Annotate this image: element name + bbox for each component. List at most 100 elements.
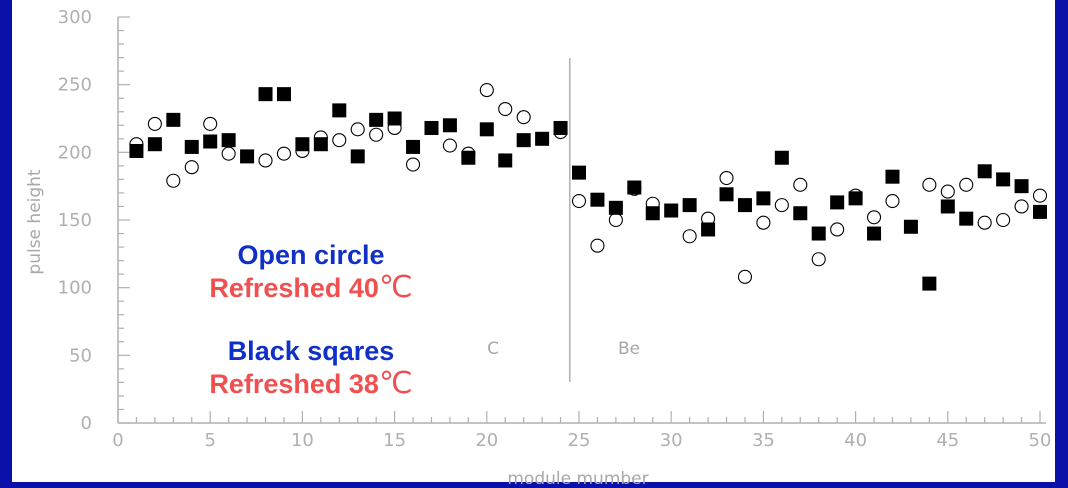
open-circle-point xyxy=(940,184,955,199)
filled-square-point xyxy=(498,153,513,168)
filled-square-point xyxy=(1033,204,1047,219)
filled-square-point xyxy=(811,226,826,241)
open-circle-point xyxy=(977,215,992,230)
filled-square-point xyxy=(682,198,697,213)
open-circle-point xyxy=(369,127,384,142)
x-axis-label: module mumber xyxy=(507,469,648,488)
filled-square-point xyxy=(645,206,660,221)
open-circle-point xyxy=(498,101,513,117)
open-circle-point xyxy=(405,157,421,172)
black-square-temp-text: Refreshed 38 xyxy=(209,369,379,399)
filled-square-point xyxy=(479,122,494,137)
filled-square-point xyxy=(350,149,365,164)
filled-square-point xyxy=(627,180,642,195)
x-tick-label: 5 xyxy=(204,430,215,451)
filled-square-point xyxy=(959,211,974,226)
open-circle-point xyxy=(276,146,292,161)
filled-square-point xyxy=(793,206,808,221)
filled-square-point xyxy=(442,118,457,133)
filled-square-point xyxy=(590,192,605,207)
x-tick-label: 50 xyxy=(1029,430,1052,451)
open-circle-point xyxy=(203,116,218,131)
filled-square-point xyxy=(774,150,789,165)
filled-square-point xyxy=(701,222,716,237)
open-circle-point xyxy=(996,212,1011,228)
x-tick-label: 25 xyxy=(568,430,591,451)
filled-square-point xyxy=(406,139,421,154)
open-circle-point xyxy=(590,238,605,253)
y-tick-label: 250 xyxy=(58,75,92,96)
open-circle-point xyxy=(866,210,882,225)
open-circle-point xyxy=(737,269,753,284)
x-tick-label: 15 xyxy=(383,430,406,451)
filled-square-point xyxy=(240,149,255,164)
open-circle-point xyxy=(719,170,734,186)
filled-square-point xyxy=(461,150,476,165)
open-circle-point xyxy=(258,153,273,168)
filled-square-point xyxy=(977,164,992,179)
open-circle-label: Open circle xyxy=(237,240,385,270)
filled-square-point xyxy=(737,198,752,213)
filled-square-point xyxy=(387,111,402,126)
filled-square-point xyxy=(830,195,845,210)
filled-square-point xyxy=(885,169,900,184)
filled-square-point xyxy=(313,137,328,152)
filled-square-point xyxy=(184,139,199,154)
y-tick-label: 100 xyxy=(58,278,92,299)
x-tick-label: 10 xyxy=(291,430,314,451)
filled-square-point xyxy=(608,200,623,215)
filled-square-point xyxy=(922,276,937,291)
filled-square-point xyxy=(996,172,1011,187)
x-tick-label: 30 xyxy=(660,430,683,451)
open-circle-point xyxy=(756,215,771,230)
filled-square-point xyxy=(203,134,218,149)
open-circle-point xyxy=(147,116,162,131)
open-circle-point xyxy=(1032,188,1048,203)
filled-square-point xyxy=(867,226,882,241)
filled-square-point xyxy=(516,133,531,148)
plot-panel xyxy=(12,0,1055,482)
x-tick-label: 20 xyxy=(475,430,498,451)
open-circle-point xyxy=(922,177,937,192)
filled-square-point xyxy=(848,191,863,206)
filled-square-point xyxy=(1014,179,1029,194)
filled-square-point xyxy=(535,131,550,146)
region-label-be: Be xyxy=(618,339,640,359)
y-axis-label: pulse height xyxy=(25,169,45,275)
open-circle-point xyxy=(479,83,494,98)
filled-square-point xyxy=(221,133,236,148)
y-tick-label: 150 xyxy=(58,210,92,231)
open-circle-point xyxy=(793,177,808,192)
filled-square-point xyxy=(129,143,144,158)
filled-square-point xyxy=(166,112,181,127)
filled-square-point xyxy=(258,87,273,102)
open-circle-point xyxy=(959,177,974,192)
open-circle-point xyxy=(221,146,236,161)
x-tick-label: 45 xyxy=(936,430,959,451)
open-circle-point xyxy=(830,222,845,237)
degree-celsius-symbol: ℃ xyxy=(378,271,413,304)
data-marks xyxy=(129,83,1048,291)
filled-square-point xyxy=(295,137,310,152)
filled-square-point xyxy=(719,187,734,202)
filled-square-point xyxy=(756,191,771,206)
open-circle-point xyxy=(1014,199,1029,214)
y-tick-label: 50 xyxy=(69,345,92,366)
x-tick-label: 0 xyxy=(112,430,123,451)
filled-square-point xyxy=(553,120,568,135)
filled-square-point xyxy=(147,137,162,152)
open-circle-point xyxy=(350,122,365,137)
x-tick-label: 35 xyxy=(752,430,775,451)
open-circle-point xyxy=(442,138,457,153)
y-tick-label: 300 xyxy=(58,7,92,28)
filled-square-point xyxy=(369,112,384,127)
filled-square-point xyxy=(940,199,955,214)
black-square-label: Black sqares xyxy=(227,336,395,366)
filled-square-point xyxy=(332,103,347,118)
filled-square-point xyxy=(276,87,291,102)
open-circle-point xyxy=(571,194,587,209)
y-tick-label: 200 xyxy=(58,142,92,163)
open-circle-point xyxy=(516,110,531,125)
region-label-c: C xyxy=(487,339,499,359)
